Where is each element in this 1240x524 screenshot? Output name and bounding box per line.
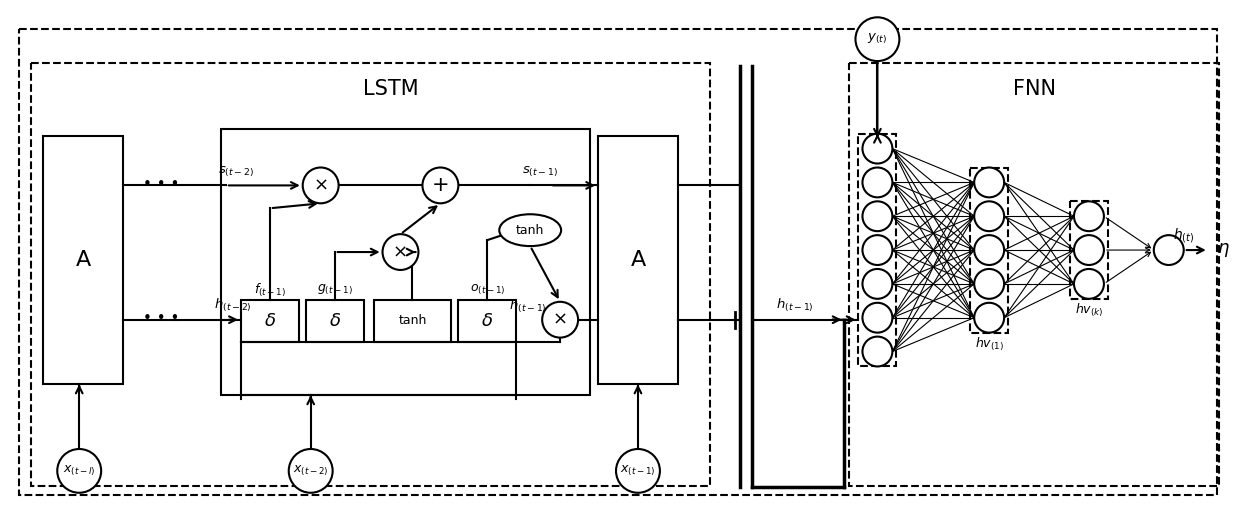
Bar [31,63,709,486]
Circle shape [57,449,102,493]
Text: $s_{(t-1)}$: $s_{(t-1)}$ [522,165,558,179]
Text: $h_{(t-2)}$: $h_{(t-2)}$ [215,297,252,314]
Text: ×: × [393,243,408,261]
Circle shape [542,302,578,337]
Text: A: A [76,250,91,270]
Circle shape [975,235,1004,265]
Text: $h_{(t-1)}$: $h_{(t-1)}$ [776,297,813,314]
Text: $g_{(t-1)}$: $g_{(t-1)}$ [316,283,352,297]
Circle shape [863,168,893,198]
Circle shape [856,17,899,61]
Text: • • •: • • • [143,311,180,326]
Circle shape [863,303,893,333]
Text: A: A [630,250,646,270]
Circle shape [289,449,332,493]
Text: $y_{(t)}$: $y_{(t)}$ [867,32,888,46]
Text: $hv_{(k)}$: $hv_{(k)}$ [1075,302,1104,320]
Bar [1070,201,1107,299]
Bar [858,134,897,366]
Text: tanh: tanh [398,314,427,327]
Ellipse shape [500,214,562,246]
Bar [459,300,516,342]
Circle shape [975,168,1004,198]
Circle shape [863,336,893,366]
Text: $\delta$: $\delta$ [329,312,341,330]
Text: FNN: FNN [1013,79,1055,99]
Bar [43,136,123,384]
Bar [598,136,678,384]
Bar [221,129,590,395]
Circle shape [303,168,339,203]
Circle shape [616,449,660,493]
Bar [20,29,1216,495]
Circle shape [423,168,459,203]
Text: $o_{(t-1)}$: $o_{(t-1)}$ [470,282,505,297]
Circle shape [1153,235,1184,265]
Text: LSTM: LSTM [363,79,418,99]
Text: ×: × [553,311,568,329]
Circle shape [382,234,418,270]
Circle shape [863,269,893,299]
Text: $\eta$: $\eta$ [1218,241,1230,259]
Text: $s_{(t-2)}$: $s_{(t-2)}$ [218,165,254,179]
Circle shape [975,269,1004,299]
Text: $\delta$: $\delta$ [481,312,494,330]
Bar [849,63,1219,486]
Text: ×: × [314,177,329,194]
Text: $\delta$: $\delta$ [264,312,275,330]
Text: $x_{(t-l)}$: $x_{(t-l)}$ [63,464,95,478]
Circle shape [1074,235,1104,265]
Text: $f_{(t-1)}$: $f_{(t-1)}$ [254,281,286,299]
Circle shape [975,303,1004,333]
Text: • • •: • • • [143,177,180,192]
Circle shape [975,201,1004,231]
Bar [306,300,363,342]
Circle shape [863,134,893,163]
Text: $h_{(t)}$: $h_{(t)}$ [1173,226,1194,245]
Bar [241,300,299,342]
Text: $h_{(t-1)}$: $h_{(t-1)}$ [510,298,547,315]
Circle shape [863,235,893,265]
Text: $x_{(t-1)}$: $x_{(t-1)}$ [620,464,656,478]
Text: $hv_{(1)}$: $hv_{(1)}$ [975,336,1003,353]
Text: +: + [432,176,449,195]
Circle shape [1074,269,1104,299]
Bar [970,168,1008,333]
Circle shape [1074,201,1104,231]
Circle shape [863,201,893,231]
Text: tanh: tanh [516,224,544,237]
Text: $x_{(t-2)}$: $x_{(t-2)}$ [293,464,329,478]
Bar [373,300,451,342]
